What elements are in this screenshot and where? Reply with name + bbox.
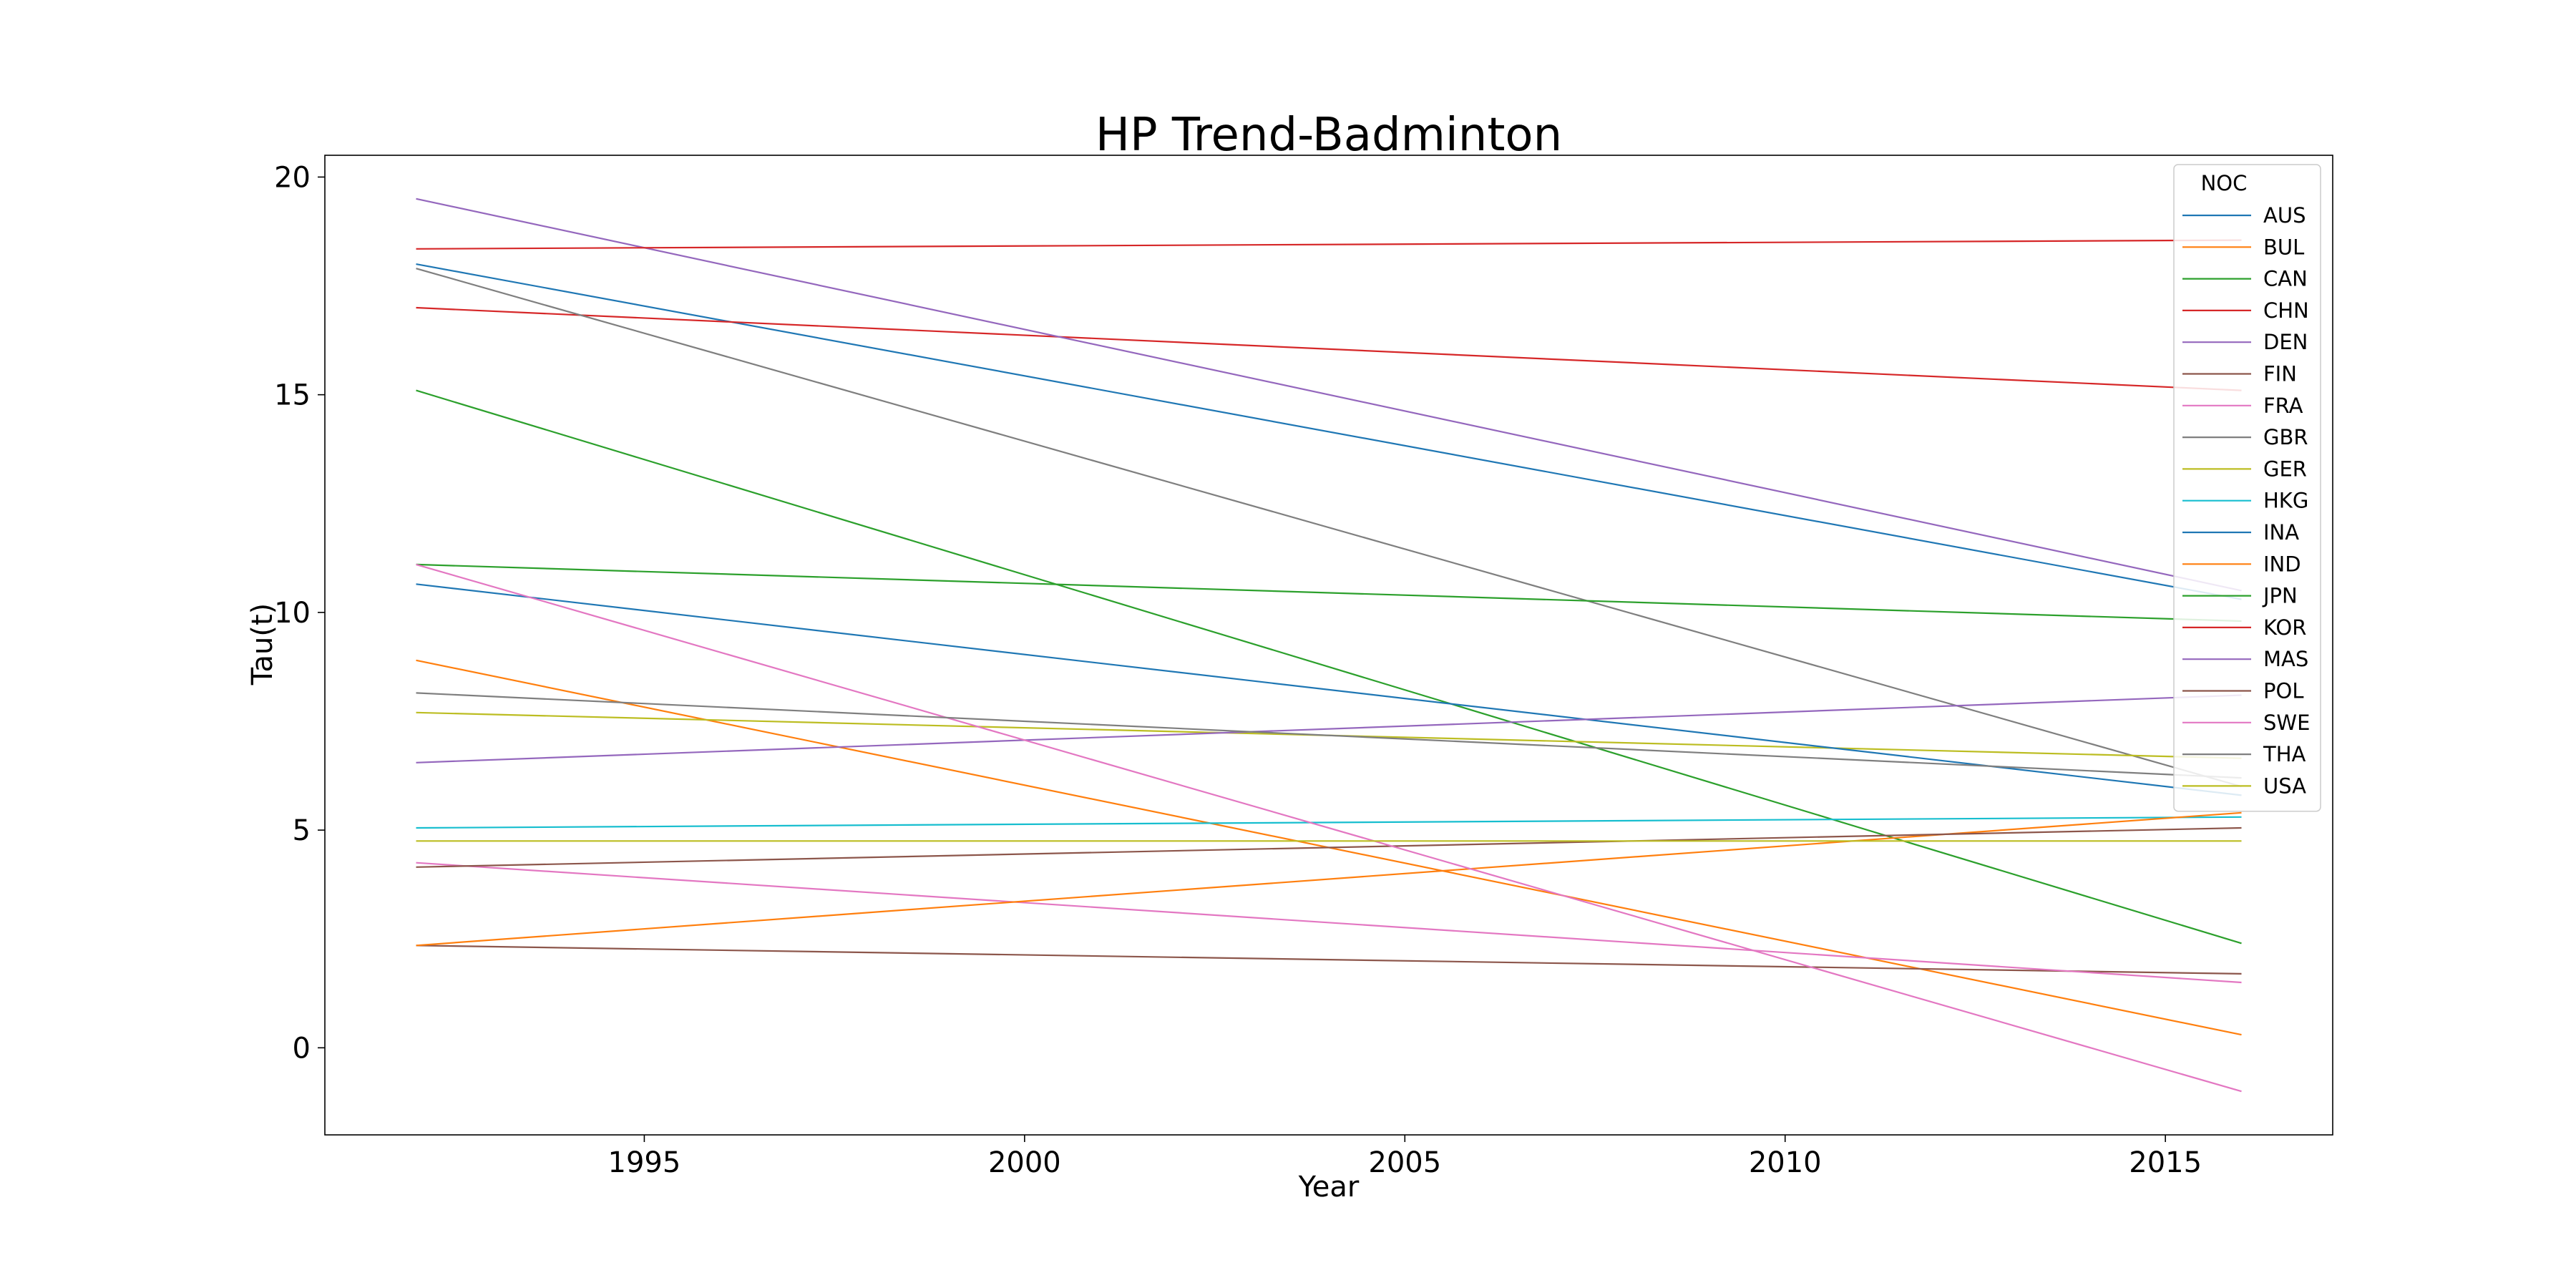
- legend-item-kor: KOR: [2182, 615, 2306, 640]
- series-line-chn: [416, 306, 2242, 391]
- legend-item-aus: AUS: [2182, 203, 2306, 228]
- y-axis-label: Tau(t): [246, 603, 279, 686]
- legend-label: IND: [2263, 552, 2301, 576]
- series-line-can: [416, 389, 2242, 945]
- legend-label: GBR: [2263, 425, 2308, 449]
- series-line-mas: [416, 694, 2242, 763]
- legend-item-tha: THA: [2182, 742, 2306, 766]
- legend-label: AUS: [2263, 203, 2306, 228]
- legend-item-fin: FIN: [2182, 362, 2297, 386]
- legend-item-chn: CHN: [2182, 298, 2309, 323]
- legend-label: GER: [2263, 457, 2307, 481]
- legend: NOC AUS BUL CAN CHN DEN FIN FRA GBR GER HKG INA IND J…: [2173, 164, 2321, 812]
- series-line-ina: [416, 583, 2242, 796]
- legend-item-can: CAN: [2182, 267, 2308, 291]
- legend-item-mas: MAS: [2182, 647, 2308, 671]
- legend-item-jpn: JPN: [2182, 584, 2298, 608]
- legend-label: CHN: [2263, 298, 2309, 323]
- legend-item-fra: FRA: [2182, 394, 2303, 418]
- y-tick-label: 15: [274, 379, 311, 412]
- y-tick-label: 10: [274, 597, 311, 630]
- series-line-fra: [416, 862, 2242, 984]
- legend-item-bul: BUL: [2182, 235, 2304, 259]
- legend-item-ger: GER: [2182, 457, 2307, 481]
- x-tick-label: 2005: [1368, 1146, 1441, 1179]
- plot-area: 1995 2000 2005 2010 2015 0 5 10 15 20: [274, 155, 2333, 1179]
- legend-label: FIN: [2263, 362, 2297, 386]
- series-line-aus: [416, 263, 2242, 600]
- y-tick-label: 5: [293, 814, 311, 847]
- chart-title: HP Trend-Badminton: [1096, 109, 1562, 162]
- legend-title: NOC: [2201, 171, 2248, 195]
- x-tick-label: 2010: [1749, 1146, 1822, 1179]
- legend-item-pol: POL: [2182, 679, 2303, 703]
- legend-label: POL: [2263, 679, 2303, 703]
- plot-frame: [324, 155, 2333, 1136]
- legend-label: SWE: [2263, 711, 2310, 735]
- legend-label: HKG: [2263, 489, 2308, 513]
- x-tick-label: 1995: [608, 1146, 681, 1179]
- series-line-kor: [416, 239, 2242, 250]
- series-line-den: [416, 197, 2242, 592]
- x-tick-label: 2000: [988, 1146, 1061, 1179]
- legend-label: MAS: [2263, 647, 2308, 671]
- legend-label: BUL: [2263, 235, 2304, 259]
- series-line-tha: [416, 692, 2242, 779]
- legend-label: JPN: [2262, 584, 2298, 608]
- legend-item-swe: SWE: [2182, 711, 2310, 735]
- legend-label: KOR: [2263, 615, 2306, 640]
- legend-label: INA: [2263, 520, 2299, 545]
- legend-item-den: DEN: [2182, 330, 2308, 354]
- series-line-swe: [416, 563, 2242, 1093]
- series-line-pol: [416, 826, 2242, 868]
- series-line-ind: [416, 811, 2242, 947]
- legend-label: THA: [2263, 742, 2306, 766]
- x-axis-label: Year: [1298, 1171, 1360, 1204]
- y-tick-label: 0: [293, 1032, 311, 1065]
- legend-box: [2173, 164, 2321, 812]
- series-line-hkg: [416, 816, 2242, 829]
- legend-label: DEN: [2263, 330, 2308, 354]
- series-line-jpn: [416, 563, 2242, 623]
- legend-item-ina: INA: [2182, 520, 2299, 545]
- series-line-gbr: [416, 268, 2242, 788]
- legend-label: USA: [2263, 774, 2306, 798]
- legend-item-gbr: GBR: [2182, 425, 2308, 449]
- legend-label: CAN: [2263, 267, 2308, 291]
- y-tick-label: 20: [274, 161, 311, 194]
- legend-label: FRA: [2263, 394, 2303, 418]
- x-tick-label: 2015: [2129, 1146, 2202, 1179]
- series-line-fin: [416, 945, 2242, 975]
- legend-item-hkg: HKG: [2182, 489, 2308, 513]
- legend-item-usa: USA: [2182, 774, 2306, 798]
- legend-item-ind: IND: [2182, 552, 2301, 576]
